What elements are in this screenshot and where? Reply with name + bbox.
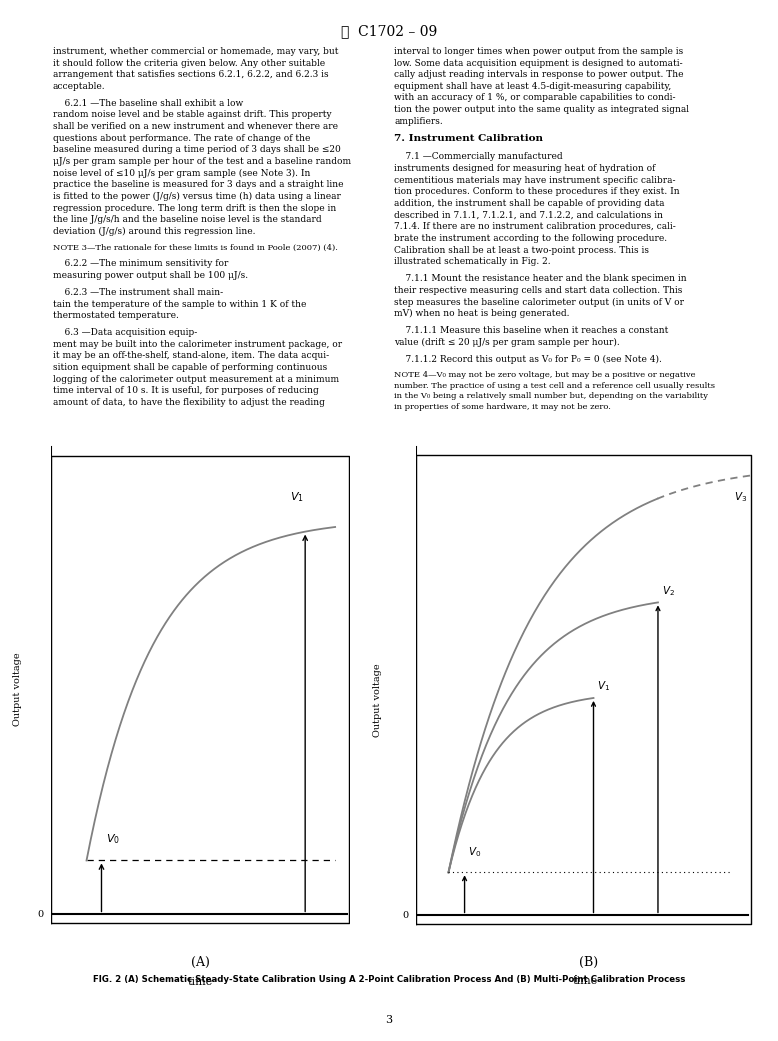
Text: Output voltage: Output voltage	[13, 653, 22, 727]
Text: equipment shall have at least 4.5-digit-measuring capability,: equipment shall have at least 4.5-digit-…	[394, 82, 671, 91]
Text: it should follow the criteria given below. Any other suitable: it should follow the criteria given belo…	[53, 58, 325, 68]
Text: μJ/s per gram sample per hour of the test and a baseline random: μJ/s per gram sample per hour of the tes…	[53, 157, 351, 166]
Text: arrangement that satisfies sections 6.2.1, 6.2.2, and 6.2.3 is: arrangement that satisfies sections 6.2.…	[53, 70, 328, 79]
Text: $V_3$: $V_3$	[734, 490, 747, 504]
Text: time: time	[573, 975, 598, 986]
Text: low. Some data acquisition equipment is designed to automati-: low. Some data acquisition equipment is …	[394, 58, 683, 68]
Text: baseline measured during a time period of 3 days shall be ≤20: baseline measured during a time period o…	[53, 146, 341, 154]
Text: measuring power output shall be 100 μJ/s.: measuring power output shall be 100 μJ/s…	[53, 271, 248, 280]
Text: described in 7.1.1, 7.1.2.1, and 7.1.2.2, and calculations in: described in 7.1.1, 7.1.2.1, and 7.1.2.2…	[394, 210, 664, 220]
Text: noise level of ≤10 μJ/s per gram sample (see Note 3). In: noise level of ≤10 μJ/s per gram sample …	[53, 169, 310, 178]
Text: 7.1.1.2 Record this output as V₀ for P₀ = 0 (see Note 4).: 7.1.1.2 Record this output as V₀ for P₀ …	[394, 355, 662, 363]
Text: thermostated temperature.: thermostated temperature.	[53, 311, 179, 321]
Text: Ⓜ  C1702 – 09: Ⓜ C1702 – 09	[341, 24, 437, 37]
Text: time interval of 10 s. It is useful, for purposes of reducing: time interval of 10 s. It is useful, for…	[53, 386, 319, 396]
Text: deviation (J/g/s) around this regression line.: deviation (J/g/s) around this regression…	[53, 227, 255, 236]
Text: logging of the calorimeter output measurement at a minimum: logging of the calorimeter output measur…	[53, 375, 339, 384]
Text: 7.1 —Commercially manufactured: 7.1 —Commercially manufactured	[394, 152, 563, 161]
Text: (A): (A)	[191, 956, 209, 968]
Text: 3: 3	[385, 1015, 393, 1025]
Text: 6.2.1 —The baseline shall exhibit a low: 6.2.1 —The baseline shall exhibit a low	[53, 99, 244, 107]
Text: NOTE 4—V₀ may not be zero voltage, but may be a positive or negative: NOTE 4—V₀ may not be zero voltage, but m…	[394, 372, 696, 379]
Text: $V_1$: $V_1$	[598, 680, 611, 693]
Text: time: time	[187, 977, 213, 987]
Text: tain the temperature of the sample to within 1 K of the: tain the temperature of the sample to wi…	[53, 300, 307, 308]
Text: their respective measuring cells and start data collection. This: their respective measuring cells and sta…	[394, 286, 683, 295]
Text: shall be verified on a new instrument and whenever there are: shall be verified on a new instrument an…	[53, 122, 338, 131]
Text: $V_2$: $V_2$	[662, 584, 675, 598]
Text: cally adjust reading intervals in response to power output. The: cally adjust reading intervals in respon…	[394, 70, 684, 79]
Text: $V_0$: $V_0$	[106, 833, 120, 846]
Text: ment may be built into the calorimeter instrument package, or: ment may be built into the calorimeter i…	[53, 339, 342, 349]
Text: in the V₀ being a relatively small number but, depending on the variability: in the V₀ being a relatively small numbe…	[394, 392, 709, 400]
Text: tion procedures. Conform to these procedures if they exist. In: tion procedures. Conform to these proced…	[394, 187, 680, 197]
Text: 7.1.1.1 Measure this baseline when it reaches a constant: 7.1.1.1 Measure this baseline when it re…	[394, 326, 669, 335]
Text: instruments designed for measuring heat of hydration of: instruments designed for measuring heat …	[394, 164, 656, 173]
Text: addition, the instrument shall be capable of providing data: addition, the instrument shall be capabl…	[394, 199, 665, 208]
Text: step measures the baseline calorimeter output (in units of V or: step measures the baseline calorimeter o…	[394, 298, 685, 307]
Text: amount of data, to have the flexibility to adjust the reading: amount of data, to have the flexibility …	[53, 398, 324, 407]
Text: $V_1$: $V_1$	[290, 490, 304, 504]
Text: 7. Instrument Calibration: 7. Instrument Calibration	[394, 133, 544, 143]
Text: 6.3 —Data acquisition equip-: 6.3 —Data acquisition equip-	[53, 328, 197, 337]
Text: mV) when no heat is being generated.: mV) when no heat is being generated.	[394, 309, 570, 319]
Text: regression procedure. The long term drift is then the slope in: regression procedure. The long term drif…	[53, 204, 336, 212]
Text: 7.1.1 Mount the resistance heater and the blank specimen in: 7.1.1 Mount the resistance heater and th…	[394, 274, 687, 283]
Text: Calibration shall be at least a two-point process. This is: Calibration shall be at least a two-poin…	[394, 246, 650, 255]
Text: value (drift ≤ 20 μJ/s per gram sample per hour).: value (drift ≤ 20 μJ/s per gram sample p…	[394, 337, 620, 347]
Text: 7.1.4. If there are no instrument calibration procedures, cali-: 7.1.4. If there are no instrument calibr…	[394, 223, 676, 231]
Text: number. The practice of using a test cell and a reference cell usually results: number. The practice of using a test cel…	[394, 382, 716, 389]
Text: (B): (B)	[580, 956, 598, 968]
Text: is fitted to the power (J/g/s) versus time (h) data using a linear: is fitted to the power (J/g/s) versus ti…	[53, 192, 341, 201]
Text: NOTE 3—The rationale for these limits is found in Poole (2007) (4).: NOTE 3—The rationale for these limits is…	[53, 244, 338, 252]
Text: in properties of some hardware, it may not be zero.: in properties of some hardware, it may n…	[394, 403, 612, 410]
Text: 0: 0	[402, 911, 408, 920]
Text: 0: 0	[37, 910, 43, 919]
Text: illustrated schematically in Fig. 2.: illustrated schematically in Fig. 2.	[394, 257, 551, 266]
Text: sition equipment shall be capable of performing continuous: sition equipment shall be capable of per…	[53, 363, 328, 372]
Text: questions about performance. The rate of change of the: questions about performance. The rate of…	[53, 133, 310, 143]
Text: amplifiers.: amplifiers.	[394, 117, 443, 126]
Text: interval to longer times when power output from the sample is: interval to longer times when power outp…	[394, 47, 684, 56]
Text: practice the baseline is measured for 3 days and a straight line: practice the baseline is measured for 3 …	[53, 180, 343, 189]
Text: 6.2.2 —The minimum sensitivity for: 6.2.2 —The minimum sensitivity for	[53, 259, 228, 269]
Text: Output voltage: Output voltage	[373, 663, 382, 737]
Text: random noise level and be stable against drift. This property: random noise level and be stable against…	[53, 110, 331, 120]
Text: cementitious materials may have instrument specific calibra-: cementitious materials may have instrume…	[394, 176, 676, 184]
Text: FIG. 2 (A) Schematic Steady-State Calibration Using A 2-Point Calibration Proces: FIG. 2 (A) Schematic Steady-State Calibr…	[93, 975, 685, 985]
Text: tion the power output into the same quality as integrated signal: tion the power output into the same qual…	[394, 105, 689, 115]
Text: it may be an off-the-shelf, stand-alone, item. The data acqui-: it may be an off-the-shelf, stand-alone,…	[53, 352, 329, 360]
Text: the line J/g/s/h and the baseline noise level is the standard: the line J/g/s/h and the baseline noise …	[53, 215, 321, 224]
Text: $V_0$: $V_0$	[468, 845, 481, 859]
Text: with an accuracy of 1 %, or comparable capabilities to condi-: with an accuracy of 1 %, or comparable c…	[394, 94, 676, 102]
Text: instrument, whether commercial or homemade, may vary, but: instrument, whether commercial or homema…	[53, 47, 338, 56]
Text: acceptable.: acceptable.	[53, 82, 106, 91]
Text: brate the instrument according to the following procedure.: brate the instrument according to the fo…	[394, 234, 668, 243]
Text: 6.2.3 —The instrument shall main-: 6.2.3 —The instrument shall main-	[53, 288, 223, 297]
